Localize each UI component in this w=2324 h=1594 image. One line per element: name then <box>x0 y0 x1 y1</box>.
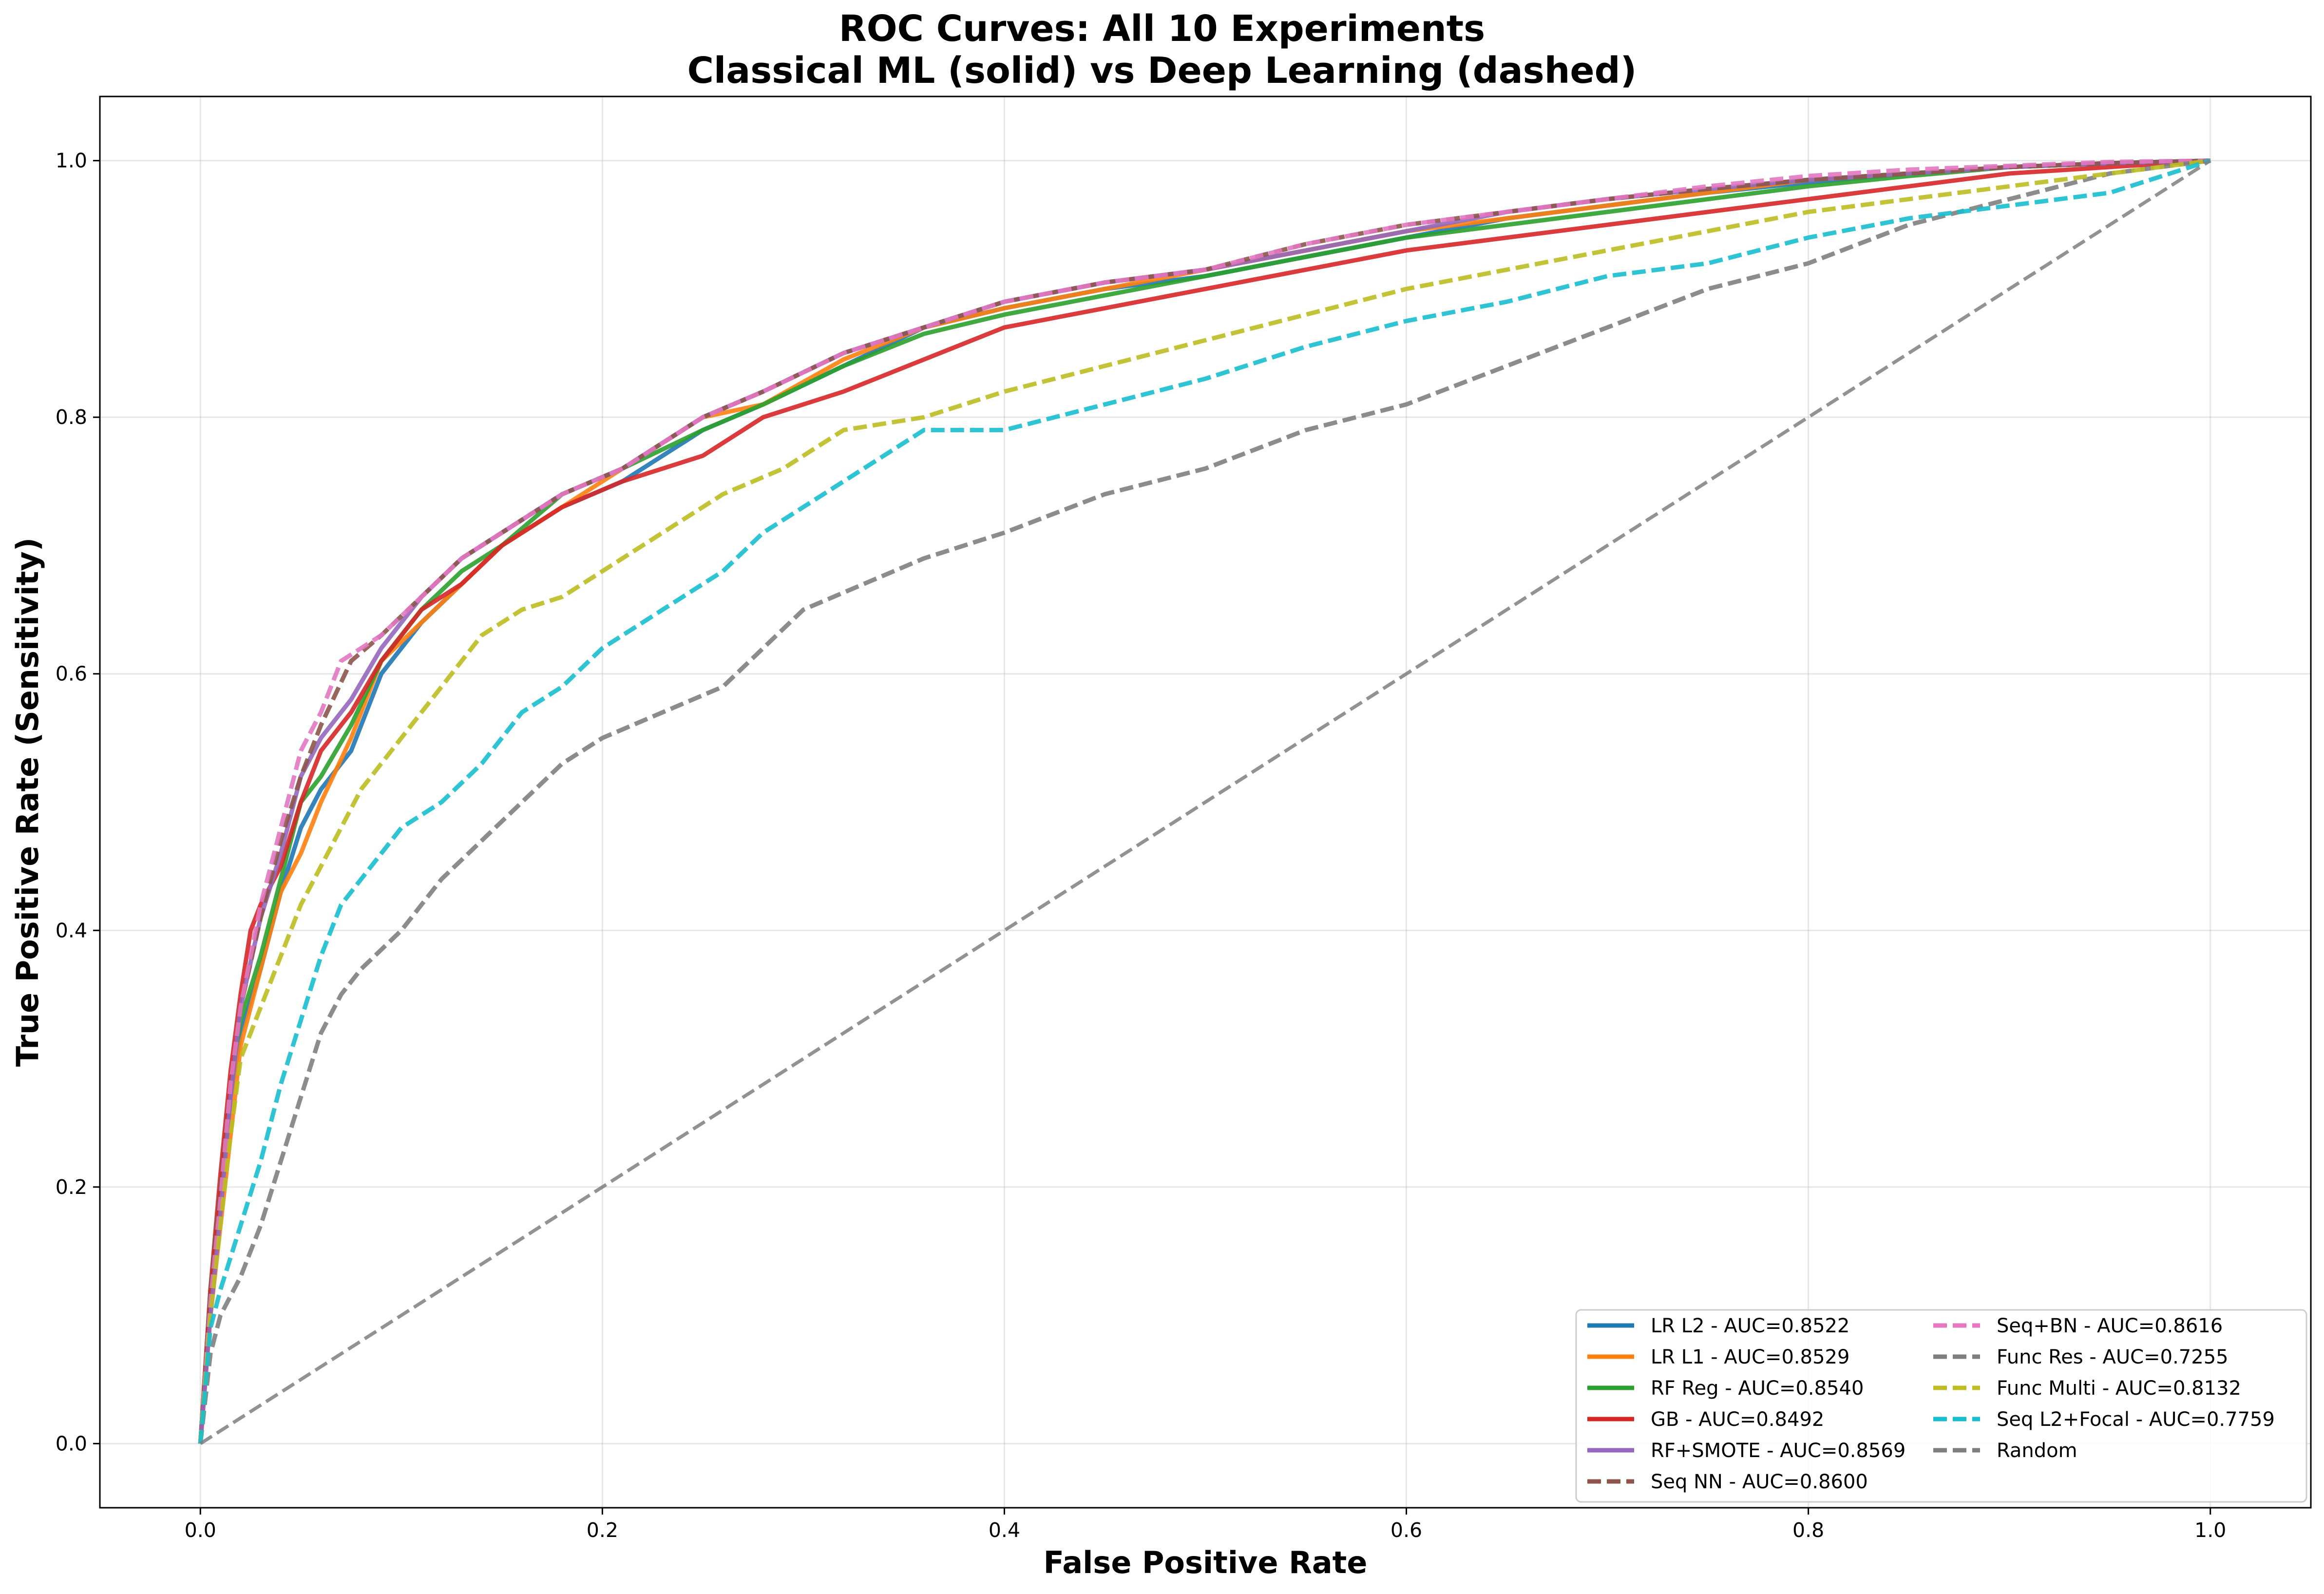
series-line-7 <box>198 158 2211 1444</box>
axis-ticks: 0.0 0.2 0.4 0.6 0.8 1.0 0.0 0.2 0.4 0.6 0.8 1.0 <box>56 149 2227 1542</box>
legend-label: LR L2 - AUC=0.8522 <box>1651 1315 1849 1337</box>
series-line-8 <box>198 158 2211 1444</box>
x-tick-label: 0.2 <box>587 1518 618 1542</box>
legend-items: LR L2 - AUC=0.8522 LR L1 - AUC=0.8529 RF R… <box>1587 1315 2275 1493</box>
series-line-10 <box>199 159 2211 1445</box>
chart-title-line-2: Classical ML (solid) vs Deep Learning (d… <box>687 50 1637 92</box>
plot-area-frame <box>99 96 2312 1509</box>
y-tick-label: 1.0 <box>56 149 87 173</box>
x-tick-label: 0.0 <box>185 1518 216 1542</box>
legend-label: Seq+BN - AUC=0.8616 <box>1997 1315 2223 1337</box>
legend-label: Seq NN - AUC=0.8600 <box>1651 1471 1868 1493</box>
y-tick-label: 0.8 <box>56 405 87 429</box>
legend-label: RF Reg - AUC=0.8540 <box>1651 1377 1864 1400</box>
legend-label: GB - AUC=0.8492 <box>1651 1408 1824 1431</box>
legend-box <box>1575 1309 2307 1503</box>
y-tick-label: 0.0 <box>56 1432 87 1455</box>
y-tick-label: 0.6 <box>56 662 87 686</box>
legend-label: Random <box>1997 1440 2077 1462</box>
legend-label: LR L1 - AUC=0.8529 <box>1651 1346 1849 1368</box>
x-tick-label: 0.4 <box>989 1518 1020 1542</box>
series-lines <box>198 158 2211 1445</box>
legend-label: Func Res - AUC=0.7255 <box>1997 1346 2229 1368</box>
chart-title-line-1: ROC Curves: All 10 Experiments <box>839 8 1485 50</box>
series-line-6 <box>198 158 2210 1444</box>
y-tick-label: 0.2 <box>56 1175 87 1199</box>
legend-label: RF+SMOTE - AUC=0.8569 <box>1651 1440 1905 1462</box>
legend: LR L2 - AUC=0.8522 LR L1 - AUC=0.8529 RF R… <box>1575 1309 2307 1503</box>
x-tick-label: 1.0 <box>2194 1518 2226 1542</box>
legend-label: Seq L2+Focal - AUC=0.7759 <box>1997 1408 2275 1431</box>
series-line-9 <box>198 158 2211 1444</box>
y-axis-label: True Positive Rate (Sensitivity) <box>10 538 45 1067</box>
x-tick-label: 0.8 <box>1792 1518 1824 1542</box>
y-tick-label: 0.4 <box>56 919 87 942</box>
legend-label: Func Multi - AUC=0.8132 <box>1997 1377 2241 1400</box>
grid-lines <box>100 96 2311 1508</box>
x-axis-label: False Positive Rate <box>1044 1545 1368 1580</box>
series-line-2 <box>198 158 2210 1444</box>
series-line-3 <box>198 158 2210 1444</box>
x-tick-label: 0.6 <box>1391 1518 1422 1542</box>
